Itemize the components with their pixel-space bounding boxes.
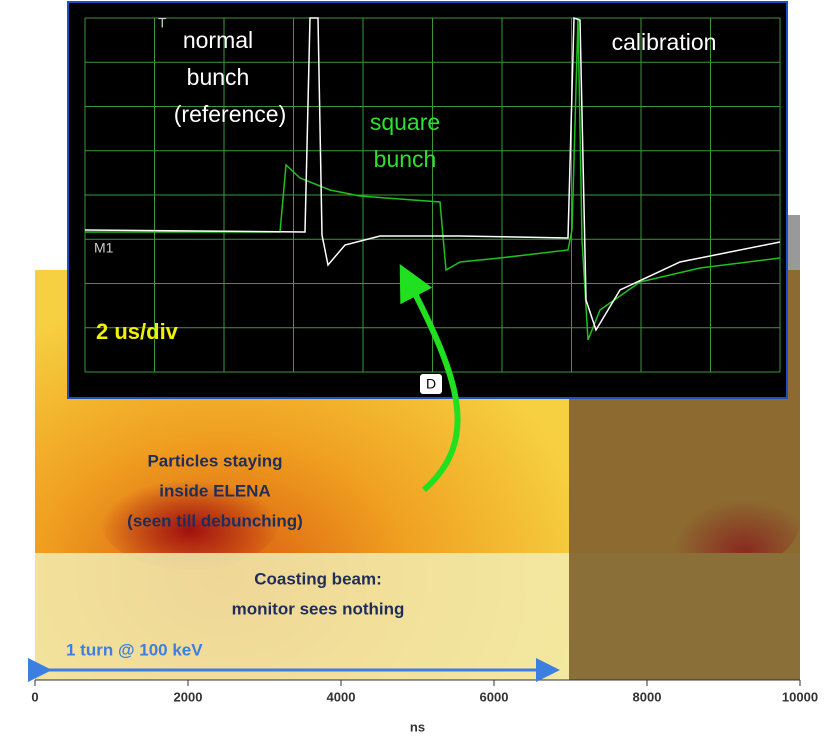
annotations: Particles staying inside ELENA (seen till …	[127, 451, 404, 618]
reference-label: normal	[183, 27, 253, 53]
x-axis: 0 2000 4000 6000 8000 10000 ns	[31, 679, 818, 734]
annotation: Particles staying	[147, 451, 282, 470]
scope-grid	[84, 17, 781, 373]
marker-box	[420, 374, 442, 394]
timebase-label: 2 us/div	[96, 319, 179, 344]
x-tick-label: 8000	[633, 689, 662, 704]
trigger-label: T	[158, 15, 167, 31]
x-tick-label: 0	[31, 689, 38, 704]
annotation: (seen till debunching)	[127, 511, 303, 530]
reference-label: bunch	[187, 64, 250, 90]
heat-spot	[660, 470, 800, 570]
reference-trace	[84, 16, 781, 332]
x-tick-label: 4000	[327, 689, 356, 704]
coasting-overlay	[569, 553, 800, 680]
annotation: Coasting beam:	[254, 569, 382, 588]
x-tick-label: 10000	[782, 689, 818, 704]
annotation: inside ELENA	[159, 481, 270, 500]
oscilloscope	[67, 1, 788, 399]
square-trace	[85, 17, 781, 341]
square-label: bunch	[374, 146, 437, 172]
calibration-label: calibration	[612, 29, 717, 55]
scope-frame	[67, 1, 788, 399]
reference-label: (reference)	[174, 101, 286, 127]
scope-labels: normal bunch (reference) square bunch calibra…	[94, 15, 716, 392]
square-label: square	[370, 109, 440, 135]
channel-label: M1	[94, 240, 114, 256]
backdrop	[785, 215, 800, 270]
turn-label: 1 turn @ 100 keV	[66, 640, 203, 659]
green-arrow	[399, 264, 461, 493]
x-axis-label: ns	[410, 719, 425, 734]
heat-spot	[100, 470, 280, 570]
marker-label: D	[426, 376, 436, 392]
x-tick-label: 2000	[174, 689, 203, 704]
x-tick-label: 6000	[480, 689, 509, 704]
annotation: monitor sees nothing	[232, 599, 405, 618]
